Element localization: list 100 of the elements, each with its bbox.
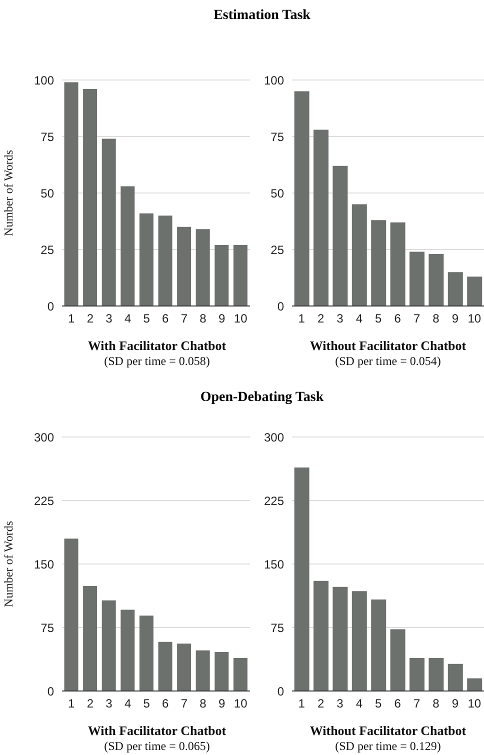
- y-tick-label: 50: [270, 186, 284, 200]
- x-tick-label: 5: [143, 696, 150, 711]
- chart-title: Open-Debating Task: [200, 390, 324, 406]
- bar: [390, 629, 406, 691]
- y-tick-label: 75: [40, 620, 54, 635]
- x-tick-label: 4: [124, 312, 132, 326]
- bar: [196, 229, 210, 306]
- x-axis-title: With Facilitator Chatbot: [86, 338, 228, 354]
- x-tick-label: 7: [180, 312, 188, 326]
- x-tick-label: 3: [336, 312, 344, 326]
- y-tick-label: 75: [40, 130, 54, 144]
- text: (SD per time = 0.065): [103, 739, 211, 754]
- x-tick-label: 3: [106, 696, 113, 711]
- bar: [352, 591, 367, 691]
- bar: [371, 600, 386, 691]
- x-tick-label: 1: [298, 696, 306, 711]
- x-tick-label: 6: [162, 696, 170, 711]
- y-tick-label: 0: [47, 299, 54, 314]
- y-tick-label: 25: [40, 242, 54, 257]
- bar: [390, 222, 406, 306]
- x-tick-label: 6: [162, 312, 170, 326]
- bar: [448, 664, 463, 691]
- x-tick-label: 4: [356, 696, 363, 711]
- x-axis-title: Without Facilitator Chatbot: [308, 338, 468, 354]
- bar: [196, 650, 210, 691]
- text: (SD per time = 0.129): [334, 739, 442, 754]
- bar: [64, 538, 78, 691]
- x-tick-label: 7: [180, 696, 188, 711]
- bar: [120, 186, 135, 306]
- text: (SD per time = 0.058): [103, 354, 211, 369]
- x-tick-label: 1: [298, 312, 306, 326]
- x-tick-label: 4: [124, 696, 132, 711]
- x-tick-label: 2: [86, 696, 94, 711]
- bar: [428, 658, 444, 691]
- x-tick-label: 10: [234, 312, 248, 326]
- bar: [158, 642, 172, 691]
- bar: [120, 610, 135, 691]
- x-tick-label: 9: [218, 312, 226, 326]
- chart-title: Estimation Task: [214, 8, 310, 24]
- y-tick-label: 75: [270, 620, 284, 635]
- x-tick-label: 4: [356, 312, 363, 326]
- x-tick-label: 6: [394, 696, 402, 711]
- y-tick-label: 225: [34, 494, 54, 508]
- y-tick-label: 25: [270, 242, 284, 257]
- bar: [428, 254, 444, 306]
- bar: [448, 272, 463, 306]
- x-tick-label: 7: [413, 312, 420, 326]
- bar: [410, 658, 425, 691]
- x-tick-label: 2: [317, 312, 324, 326]
- bar: [102, 138, 116, 306]
- x-tick-label: 3: [106, 312, 113, 326]
- bar: [332, 166, 348, 306]
- y-axis-title: Number of Words: [1, 520, 16, 608]
- y-tick-label: 100: [264, 73, 284, 88]
- y-tick-label: 300: [264, 430, 284, 444]
- x-tick-label: 8: [432, 312, 440, 326]
- bar: [233, 244, 248, 306]
- bar: [314, 130, 329, 306]
- bar: [332, 586, 348, 691]
- bar: [410, 252, 425, 306]
- x-tick-label: 3: [336, 696, 344, 711]
- bar: [139, 616, 154, 691]
- x-axis-title: Without Facilitator Chatbot: [308, 723, 468, 739]
- x-tick-label: 8: [200, 312, 207, 326]
- bar: [467, 276, 482, 306]
- x-tick-label: 2: [86, 312, 94, 326]
- x-tick-label: 8: [200, 696, 207, 711]
- x-tick-label: 5: [375, 312, 382, 326]
- y-tick-label: 50: [40, 186, 54, 200]
- y-axis-title: Number of Words: [1, 150, 16, 236]
- bar: [314, 580, 329, 691]
- bar: [158, 216, 172, 306]
- bar: [177, 226, 192, 306]
- bar: [352, 204, 367, 306]
- y-tick-label: 225: [264, 494, 284, 508]
- bar: [214, 244, 229, 306]
- x-axis-title: With Facilitator Chatbot: [86, 723, 228, 739]
- y-tick-label: 150: [264, 557, 284, 572]
- bar: [233, 658, 248, 691]
- x-tick-label: 8: [432, 696, 440, 711]
- bar: [294, 467, 310, 691]
- y-tick-label: 75: [270, 130, 284, 144]
- x-tick-label: 10: [234, 696, 248, 711]
- bar: [83, 89, 98, 306]
- y-tick-label: 300: [34, 430, 54, 444]
- x-tick-label: 9: [218, 696, 226, 711]
- y-tick-label: 0: [277, 299, 284, 314]
- bar: [102, 600, 116, 691]
- x-tick-label: 5: [375, 696, 382, 711]
- x-tick-label: 7: [413, 696, 420, 711]
- bar: [214, 652, 229, 691]
- x-tick-label: 10: [468, 312, 482, 326]
- bar: [64, 82, 78, 306]
- x-tick-label: 9: [452, 312, 459, 326]
- bar: [177, 644, 192, 691]
- y-tick-label: 150: [34, 557, 54, 572]
- bar: [139, 213, 154, 306]
- x-tick-label: 5: [143, 312, 150, 326]
- bar: [467, 678, 482, 691]
- y-tick-label: 0: [47, 684, 54, 698]
